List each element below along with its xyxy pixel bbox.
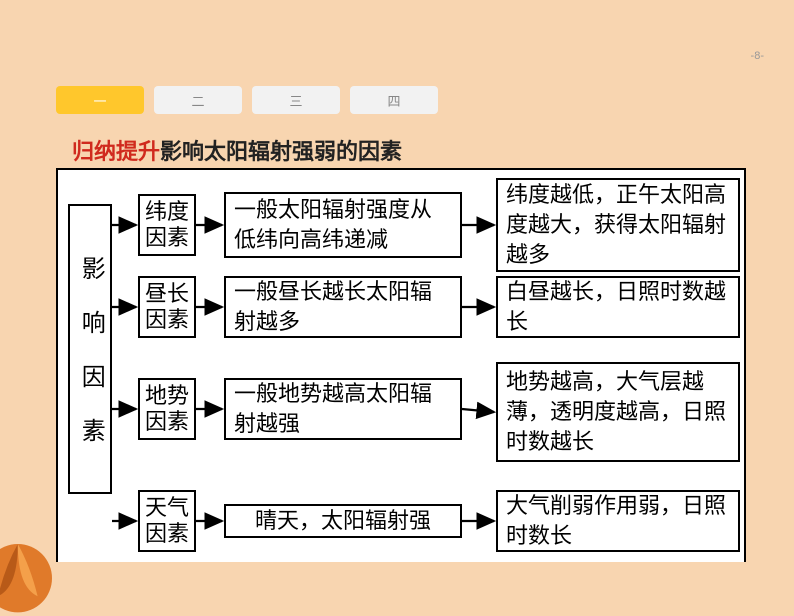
title-highlight: 归纳提升 [72, 139, 160, 164]
diagram-canvas: 影响因素 纬度因素一般太阳辐射强度从低纬向高纬递减纬度越低，正午太阳高度越大，获… [56, 168, 746, 562]
desc-box: 一般昼长越长太阳辐射越多 [224, 276, 462, 338]
tab-bar: 一 二 三 四 [56, 86, 438, 114]
factor-box: 纬度因素 [138, 194, 196, 256]
desc-box: 晴天，太阳辐射强 [224, 504, 462, 538]
page-title: 归纳提升影响太阳辐射强弱的因素 [72, 134, 402, 166]
root-box: 影响因素 [68, 204, 112, 494]
result-box: 地势越高，大气层越薄，透明度越高，日照时数越长 [496, 362, 740, 462]
leaf-decoration-icon [0, 526, 70, 616]
factor-box: 地势因素 [138, 378, 196, 440]
tab-2[interactable]: 二 [154, 86, 242, 114]
tab-3[interactable]: 三 [252, 86, 340, 114]
result-box: 白昼越长，日照时数越长 [496, 276, 740, 338]
desc-box: 一般地势越高太阳辐射越强 [224, 378, 462, 440]
factor-box: 天气因素 [138, 490, 196, 552]
tab-4[interactable]: 四 [350, 86, 438, 114]
result-box: 大气削弱作用弱，日照时数长 [496, 490, 740, 552]
result-box: 纬度越低，正午太阳高度越大，获得太阳辐射越多 [496, 178, 740, 272]
page-number: -8- [751, 50, 764, 62]
tab-1[interactable]: 一 [56, 86, 144, 114]
factor-box: 昼长因素 [138, 276, 196, 338]
title-main: 影响太阳辐射强弱的因素 [160, 139, 402, 164]
desc-box: 一般太阳辐射强度从低纬向高纬递减 [224, 192, 462, 258]
